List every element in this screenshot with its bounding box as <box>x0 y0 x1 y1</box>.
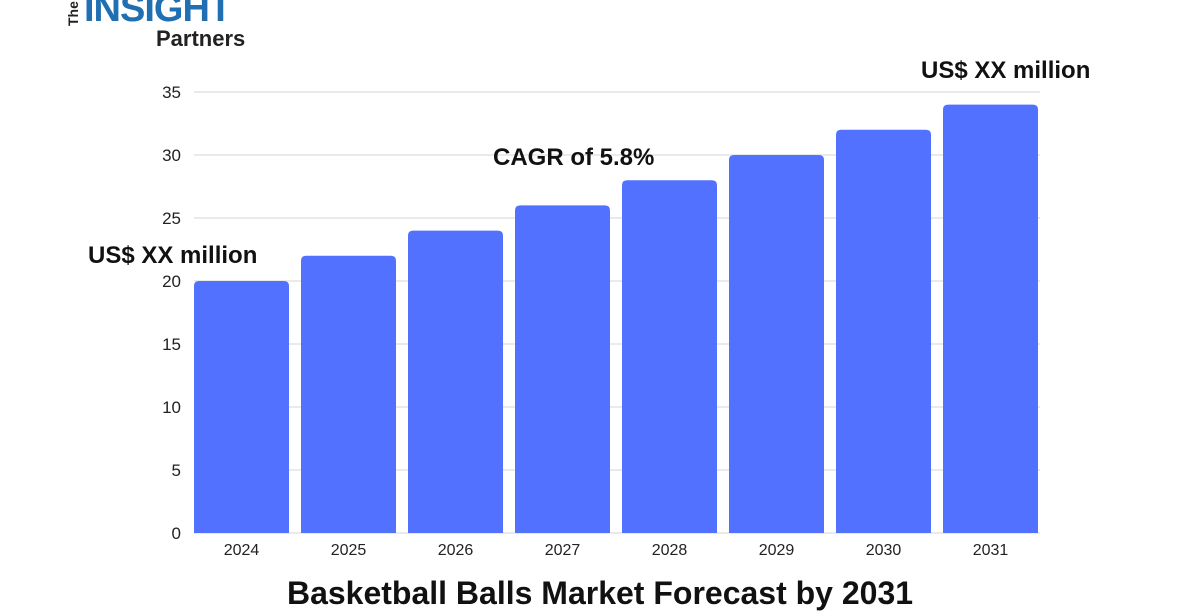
cagr-annotation: CAGR of 5.8% <box>493 144 655 171</box>
logo: The INSIGHT Partners <box>65 0 286 54</box>
y-tick-label: 20 <box>162 272 181 291</box>
y-tick-label: 10 <box>162 398 181 417</box>
x-tick-label: 2029 <box>759 542 795 559</box>
y-tick-label: 15 <box>162 335 181 354</box>
bar-2030 <box>836 129 931 534</box>
y-tick-label: 30 <box>162 146 181 165</box>
x-tick-label: 2028 <box>652 542 688 559</box>
y-tick-label: 25 <box>162 209 181 228</box>
end-value-annotation: US$ XX million <box>921 57 1091 84</box>
start-value-annotation: US$ XX million <box>88 242 258 269</box>
x-tick-label: 2027 <box>545 542 581 559</box>
x-tick-label: 2025 <box>331 542 367 559</box>
x-tick-label: 2031 <box>973 542 1009 559</box>
y-tick-label: 35 <box>162 83 181 102</box>
x-tick-label: 2024 <box>224 542 260 559</box>
x-tick-label: 2030 <box>866 542 902 559</box>
logo-insight: INSIGHT <box>84 0 232 30</box>
bar-2026 <box>408 230 503 533</box>
bar-2028 <box>622 180 717 533</box>
bar-2031 <box>943 104 1038 533</box>
chart-title: Basketball Balls Market Forecast by 2031 <box>286 575 914 611</box>
bar-2025 <box>301 255 396 534</box>
x-tick-label: 2026 <box>438 542 474 559</box>
y-tick-label: 5 <box>172 461 181 480</box>
bar-2029 <box>729 155 824 533</box>
logo-partners: Partners <box>156 26 246 51</box>
bar-2024 <box>194 281 289 533</box>
bar-2027 <box>515 205 610 533</box>
y-tick-label: 0 <box>172 524 181 543</box>
